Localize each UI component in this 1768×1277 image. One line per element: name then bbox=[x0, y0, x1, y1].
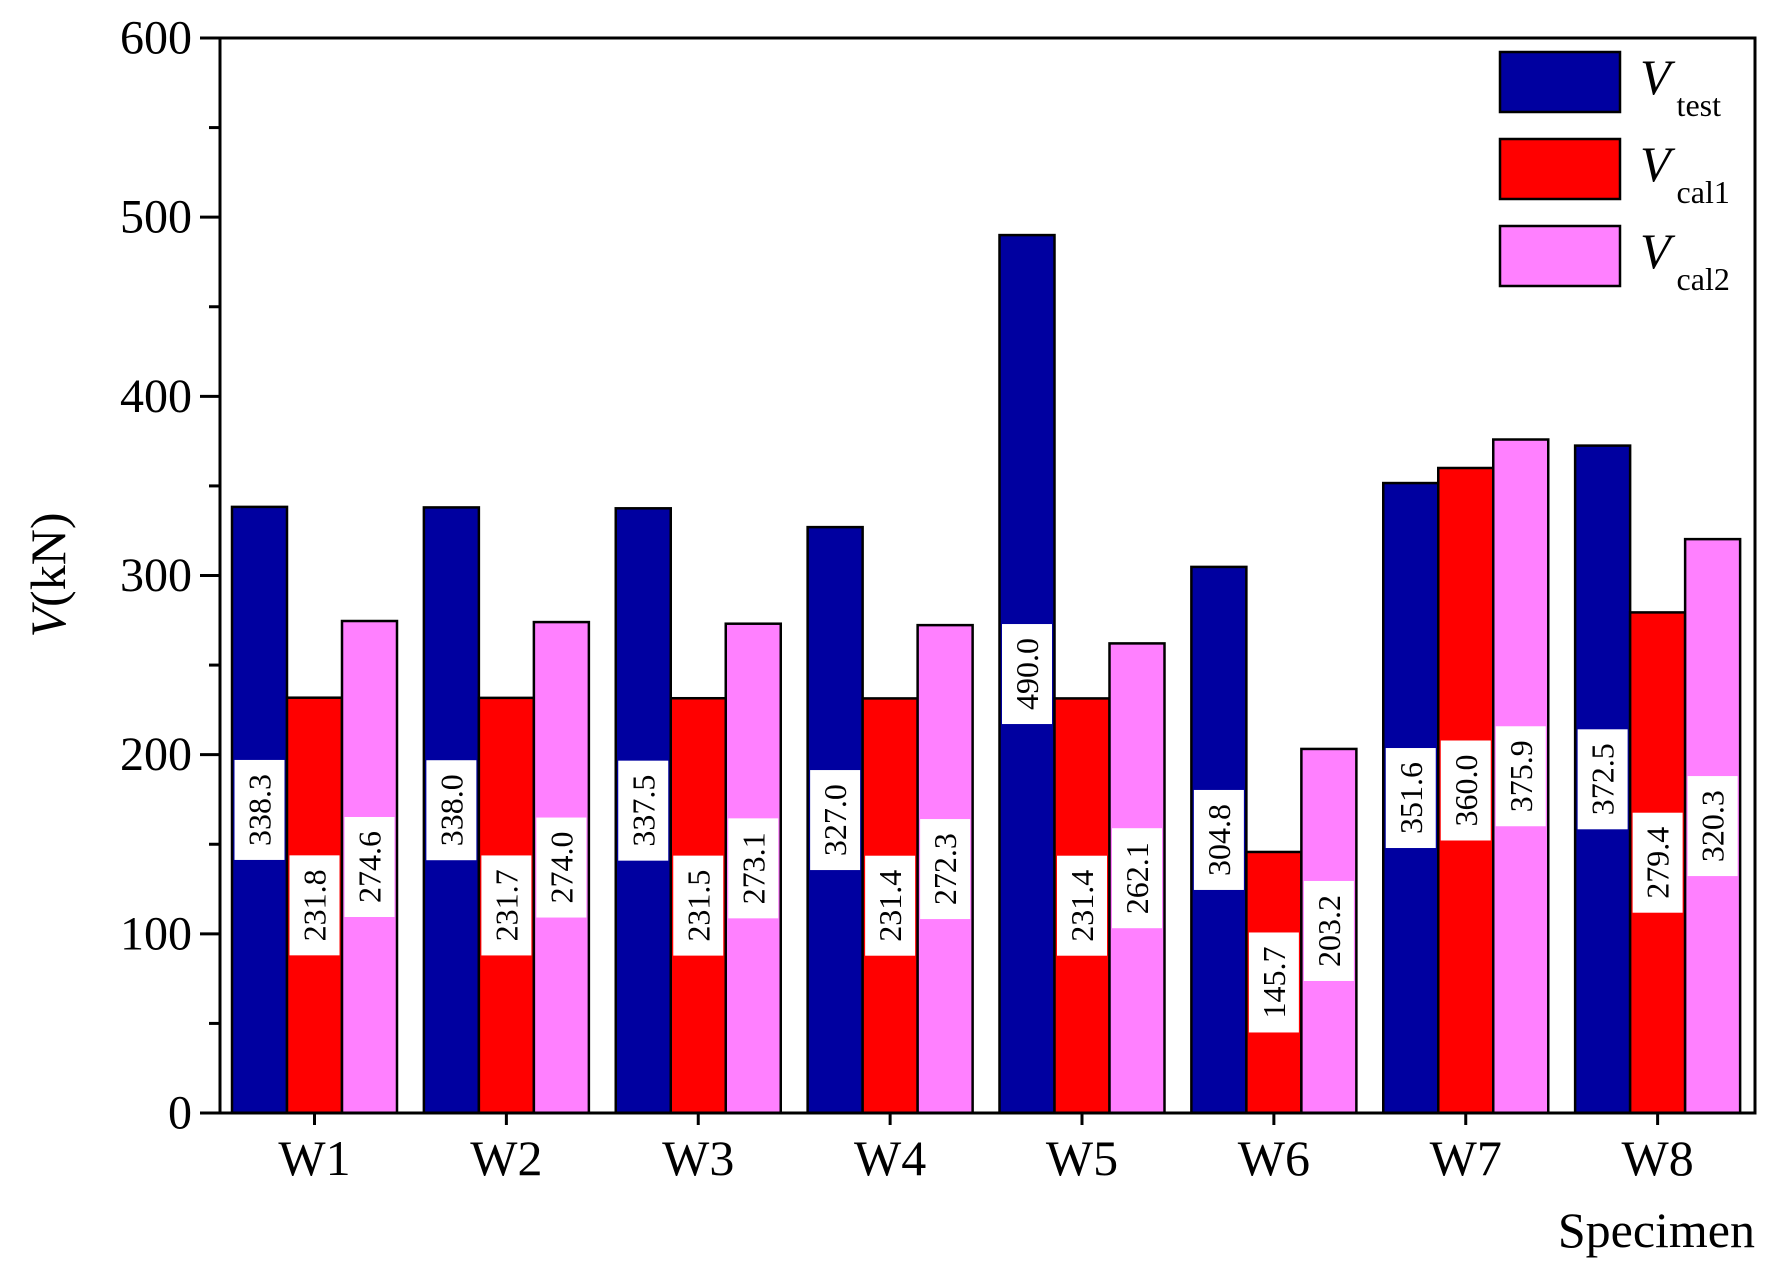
data-label-cal2-W3: 273.1 bbox=[735, 832, 771, 904]
data-label-box-test-W5 bbox=[1002, 624, 1052, 725]
legend-subscript-cal2: cal2 bbox=[1677, 261, 1730, 297]
data-label-test-W8: 372.5 bbox=[1585, 743, 1621, 815]
legend-subscript-test: test bbox=[1677, 87, 1722, 123]
data-label-cal1-W3: 231.5 bbox=[680, 870, 716, 942]
x-axis-title: Specimen bbox=[1558, 1202, 1755, 1258]
data-label-box-test-W1 bbox=[234, 759, 285, 860]
data-label-test-W5: 490.0 bbox=[1009, 638, 1045, 710]
x-tick-label-W5: W5 bbox=[1046, 1130, 1118, 1186]
data-label-box-test-W6 bbox=[1193, 789, 1244, 890]
data-label-box-cal2-W6 bbox=[1303, 880, 1354, 981]
data-label-cal2-W5: 262.1 bbox=[1119, 842, 1155, 914]
legend-symbol-cal1: V bbox=[1640, 136, 1676, 192]
y-tick-label-100: 100 bbox=[120, 907, 192, 960]
data-label-cal2-W6: 203.2 bbox=[1311, 895, 1347, 967]
y-axis-title: V(kN) bbox=[20, 513, 76, 638]
data-label-box-cal1-W4 bbox=[865, 855, 916, 956]
data-labels-layer: 338.3 231.8 274.6 338.0 231.7 274.0 337.5 231.5… bbox=[234, 624, 1738, 1033]
legend-symbol-test: V bbox=[1640, 49, 1676, 105]
data-label-cal1-W4: 231.4 bbox=[872, 870, 908, 942]
data-label-box-cal1-W6 bbox=[1248, 932, 1299, 1033]
data-label-cal2-W4: 272.3 bbox=[927, 833, 963, 905]
data-label-box-test-W8 bbox=[1577, 729, 1628, 830]
y-axis-title-unit: (kN) bbox=[20, 513, 76, 607]
data-label-box-cal1-W8 bbox=[1632, 812, 1683, 913]
y-axis: 0 100 200 300 400 500 600 bbox=[120, 12, 220, 1140]
data-label-cal1-W7: 360.0 bbox=[1448, 755, 1484, 827]
y-tick-label-300: 300 bbox=[120, 549, 192, 602]
data-label-test-W2: 338.0 bbox=[433, 774, 469, 846]
x-tick-label-W3: W3 bbox=[662, 1130, 734, 1186]
data-label-cal1-W8: 279.4 bbox=[1640, 827, 1676, 899]
x-axis: W1 W2 W3 W4 W5 W6 W7 W8 bbox=[278, 1113, 1694, 1186]
data-label-test-W7: 351.6 bbox=[1393, 762, 1429, 834]
x-tick-label-W4: W4 bbox=[854, 1130, 926, 1186]
y-tick-label-0: 0 bbox=[168, 1087, 192, 1140]
data-label-cal2-W7: 375.9 bbox=[1503, 740, 1539, 812]
x-tick-label-W8: W8 bbox=[1622, 1130, 1694, 1186]
data-label-cal1-W1: 231.8 bbox=[297, 869, 333, 941]
data-label-box-cal2-W3 bbox=[728, 818, 779, 919]
y-tick-label-400: 400 bbox=[120, 370, 192, 423]
data-label-cal2-W1: 274.6 bbox=[352, 831, 388, 903]
data-label-box-cal2-W1 bbox=[344, 817, 395, 918]
data-label-box-cal2-W7 bbox=[1495, 726, 1546, 827]
legend-swatch-test bbox=[1498, 50, 1622, 114]
data-label-box-test-W7 bbox=[1385, 748, 1436, 849]
data-label-box-test-W2 bbox=[426, 760, 477, 861]
data-label-box-test-W4 bbox=[810, 770, 861, 871]
legend-subscript-cal1: cal1 bbox=[1677, 174, 1730, 210]
x-tick-label-W2: W2 bbox=[470, 1130, 542, 1186]
x-tick-label-W6: W6 bbox=[1238, 1130, 1310, 1186]
data-label-box-cal2-W4 bbox=[920, 819, 971, 920]
data-label-test-W6: 304.8 bbox=[1201, 804, 1237, 876]
data-label-cal1-W6: 145.7 bbox=[1256, 946, 1292, 1018]
y-tick-label-600: 600 bbox=[120, 12, 192, 65]
data-label-cal2-W2: 274.0 bbox=[543, 832, 579, 904]
data-label-box-cal1-W5 bbox=[1057, 855, 1107, 956]
data-label-test-W4: 327.0 bbox=[817, 784, 853, 856]
data-label-test-W1: 338.3 bbox=[242, 774, 278, 846]
data-label-box-cal2-W5 bbox=[1112, 828, 1162, 929]
data-label-box-cal1-W3 bbox=[673, 855, 724, 956]
data-label-box-cal2-W8 bbox=[1687, 776, 1738, 877]
data-label-test-W3: 337.5 bbox=[625, 775, 661, 847]
legend-swatch-cal2 bbox=[1498, 224, 1622, 288]
data-label-box-test-W3 bbox=[618, 760, 669, 861]
data-label-box-cal2-W2 bbox=[536, 817, 587, 918]
data-label-box-cal1-W2 bbox=[481, 855, 532, 956]
y-axis-title-symbol: V bbox=[20, 601, 76, 637]
data-label-cal2-W8: 320.3 bbox=[1695, 790, 1731, 862]
legend-symbol-cal2: V bbox=[1640, 223, 1676, 279]
legend-swatch-cal1 bbox=[1498, 137, 1622, 201]
data-label-cal1-W5: 231.4 bbox=[1064, 870, 1100, 942]
bars-layer bbox=[230, 233, 1742, 1115]
x-tick-label-W7: W7 bbox=[1430, 1130, 1502, 1186]
x-tick-label-W1: W1 bbox=[278, 1130, 350, 1186]
y-tick-label-500: 500 bbox=[120, 191, 192, 244]
data-label-cal1-W2: 231.7 bbox=[488, 869, 524, 941]
data-label-box-cal1-W1 bbox=[289, 855, 340, 956]
y-tick-label-200: 200 bbox=[120, 728, 192, 781]
data-label-box-cal1-W7 bbox=[1440, 740, 1491, 841]
